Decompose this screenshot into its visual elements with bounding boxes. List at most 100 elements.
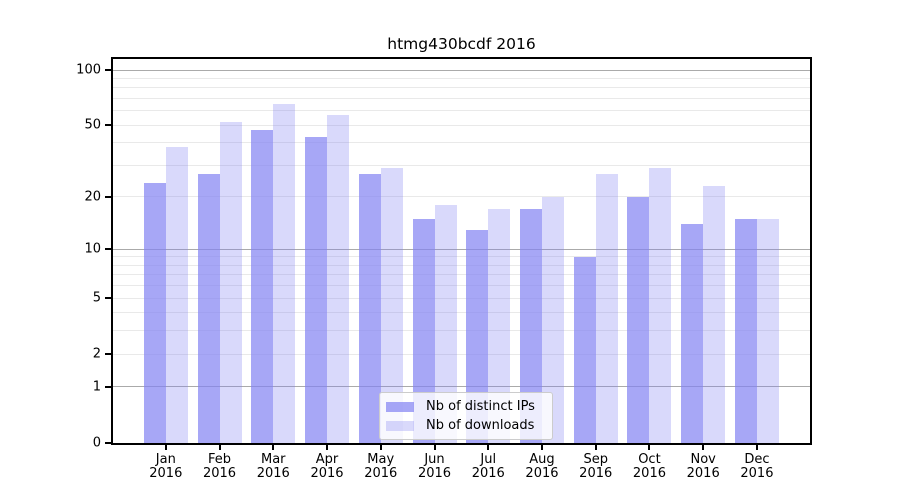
x-tick-label: Nov 2016	[671, 453, 735, 481]
bar-downloads	[488, 209, 511, 443]
y-gridline-minor	[113, 124, 810, 126]
x-tick-label-line: Dec	[744, 452, 770, 467]
legend: Nb of distinct IPs Nb of downloads	[379, 392, 553, 440]
y-tick	[105, 248, 111, 251]
y-tick-label: 2	[92, 346, 101, 362]
x-tick-label-line: Sep	[583, 452, 608, 467]
bar-downloads	[649, 168, 672, 443]
y-tick	[105, 195, 111, 198]
y-tick-label: 5	[92, 290, 101, 306]
x-tick-label-line: 2016	[686, 466, 720, 481]
chart-title: htmg430bcdf 2016	[387, 35, 536, 53]
bar-downloads	[165, 146, 188, 443]
legend-swatch	[386, 401, 414, 412]
x-tick-label: Dec 2016	[725, 453, 789, 481]
x-tick-label-line: 2016	[417, 466, 452, 481]
legend-item: Nb of downloads	[386, 416, 546, 435]
y-tick-label: 0	[92, 435, 101, 451]
bar-distinct-ips	[519, 209, 542, 443]
bar-distinct-ips	[358, 173, 381, 443]
y-gridline-minor	[113, 297, 810, 299]
bar-downloads	[219, 122, 242, 443]
x-tick-label-line: 2016	[740, 466, 774, 481]
y-gridline-minor	[113, 164, 810, 166]
x-tick-label: Aug 2016	[510, 453, 574, 481]
bar-downloads	[595, 173, 618, 443]
x-tick	[540, 445, 543, 450]
x-tick	[702, 445, 705, 450]
x-tick	[648, 445, 651, 450]
bar-downloads	[327, 114, 350, 443]
y-gridline-minor	[113, 142, 810, 144]
y-gridline-minor	[113, 256, 810, 258]
x-tick-label: Jun 2016	[403, 453, 467, 481]
bar-distinct-ips	[734, 218, 757, 443]
bar-distinct-ips	[251, 130, 274, 443]
bar-distinct-ips	[681, 224, 704, 443]
y-gridline-minor	[113, 110, 810, 112]
x-tick-label-line: 2016	[256, 466, 290, 481]
y-tick-label: 1	[92, 379, 101, 395]
y-tick-label: 10	[84, 241, 101, 257]
plot-area: Nb of distinct IPs Nb of downloads Jan 201…	[76, 57, 812, 481]
x-tick	[272, 445, 275, 450]
x-tick-label: Feb 2016	[188, 453, 252, 481]
x-tick-label-line: Jun	[424, 452, 445, 467]
bar-distinct-ips	[197, 173, 220, 443]
y-tick	[105, 442, 111, 444]
y-gridline-minor	[113, 353, 810, 355]
x-tick-label-line: Mar	[261, 452, 286, 467]
x-tick	[487, 445, 490, 450]
bar-downloads	[756, 218, 779, 443]
x-tick-label-line: 2016	[149, 466, 183, 481]
y-gridline-minor	[113, 87, 810, 89]
bar-downloads	[703, 186, 726, 443]
y-gridline-major	[113, 69, 810, 71]
bar-downloads	[541, 196, 564, 443]
y-tick	[105, 353, 111, 356]
y-gridline-minor	[113, 274, 810, 276]
x-tick-label-line: Aug	[529, 452, 555, 467]
x-tick-label-line: Feb	[208, 452, 232, 467]
bar-downloads	[380, 168, 403, 443]
y-gridline-minor	[113, 312, 810, 314]
bar-distinct-ips	[627, 196, 650, 443]
y-gridline-minor	[113, 77, 810, 79]
x-tick	[755, 445, 758, 450]
bar-distinct-ips	[573, 256, 596, 443]
x-tick-label-line: 2016	[364, 466, 398, 481]
x-tick-label: Apr 2016	[295, 453, 359, 481]
bar-downloads	[434, 205, 457, 443]
x-tick-label: Oct 2016	[617, 453, 681, 481]
legend-swatch	[386, 420, 414, 431]
bar-distinct-ips	[412, 218, 435, 443]
y-gridline-minor	[113, 330, 810, 332]
x-tick-label-line: Apr	[315, 452, 339, 467]
x-tick	[379, 445, 382, 450]
x-tick	[326, 445, 329, 450]
y-gridline-minor	[113, 97, 810, 99]
x-tick-label-line: May	[367, 452, 395, 467]
x-tick-label: Jan 2016	[134, 453, 198, 481]
legend-item: Nb of distinct IPs	[386, 397, 546, 416]
legend-label: Nb of distinct IPs	[426, 399, 535, 414]
x-tick	[164, 445, 167, 450]
x-tick-label: Mar 2016	[241, 453, 305, 481]
y-gridline-major	[113, 386, 810, 388]
y-tick-label: 50	[84, 117, 101, 133]
y-tick	[105, 69, 111, 71]
bar-distinct-ips	[466, 229, 489, 443]
x-tick-label-line: Nov	[690, 452, 716, 467]
x-tick	[218, 445, 221, 450]
x-tick-label-line: Jul	[480, 452, 497, 467]
y-gridline-minor	[113, 285, 810, 287]
y-tick-label: 100	[76, 62, 101, 78]
x-tick-label: May 2016	[349, 453, 413, 481]
y-tick	[105, 297, 111, 300]
legend-label: Nb of downloads	[426, 418, 535, 433]
y-gridline-minor	[113, 264, 810, 266]
x-tick-label-line: 2016	[579, 466, 613, 481]
x-tick-label-line: 2016	[525, 466, 559, 481]
x-tick	[594, 445, 597, 450]
